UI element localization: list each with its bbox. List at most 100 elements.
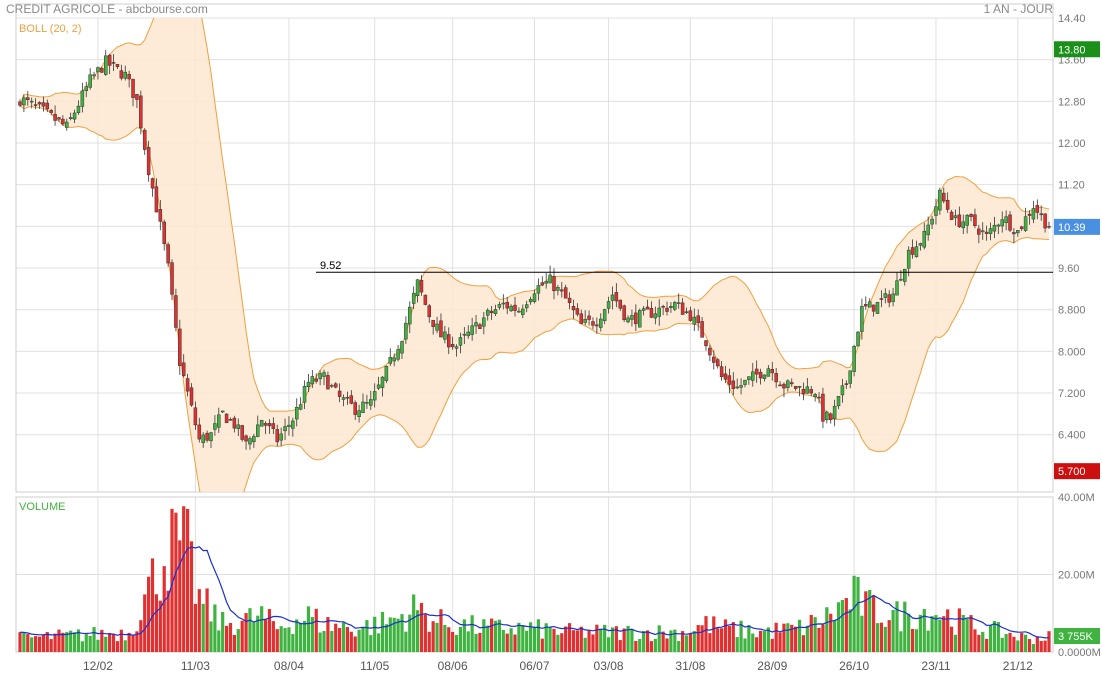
candle [388, 348, 393, 366]
resistance-label: 9.52 [320, 260, 341, 272]
candle-body [252, 436, 256, 443]
candle [509, 304, 513, 312]
candle-body [72, 112, 77, 120]
candle-body [439, 320, 443, 338]
candle [384, 365, 389, 384]
volume-bar [213, 604, 217, 652]
candle-body [271, 423, 276, 429]
volume-bar [536, 619, 540, 652]
candle [517, 307, 521, 313]
candle [575, 303, 580, 317]
candle [914, 240, 919, 258]
candle-body [676, 302, 681, 304]
candle-body [903, 268, 907, 282]
volume-bar [458, 626, 463, 652]
x-tick-label: 21/12 [1003, 659, 1033, 673]
volume-bar [599, 628, 603, 652]
volume-bar [123, 640, 127, 652]
volume-bar [852, 575, 856, 652]
volume-bar [1020, 632, 1024, 652]
candle [415, 279, 420, 303]
candle [259, 419, 264, 427]
candle-body [684, 311, 689, 314]
candle [544, 273, 548, 289]
candle-body [341, 397, 346, 400]
candle [1016, 229, 1020, 237]
candle-body [988, 228, 993, 234]
candle [879, 290, 884, 308]
volume-bar [731, 622, 735, 652]
candle-body [922, 230, 927, 248]
candle [76, 100, 81, 115]
candle-body [431, 320, 435, 327]
candle [793, 386, 798, 391]
candle [563, 284, 568, 299]
candle [610, 286, 615, 310]
bollinger-legend: BOLL (20, 2) [19, 23, 82, 35]
candle [665, 301, 669, 316]
candle [521, 304, 525, 319]
candle [326, 371, 330, 390]
volume-bar [614, 626, 618, 652]
candle [131, 78, 135, 107]
candle-body [548, 274, 552, 284]
candle-body [142, 129, 147, 150]
candle-body [88, 74, 92, 88]
candle-body [813, 394, 817, 398]
volume-bar [525, 630, 529, 652]
candle-body [567, 297, 572, 303]
candle-body [1035, 205, 1040, 213]
candle-body [53, 113, 57, 121]
volume-bar [388, 617, 392, 652]
candle [263, 421, 268, 435]
volume-bar [415, 610, 420, 652]
candle-body [645, 306, 650, 310]
candle [392, 353, 396, 367]
volume-bar [283, 628, 287, 652]
volume-bar [170, 508, 174, 652]
candle-body [719, 366, 724, 378]
volume-bar [412, 594, 416, 652]
candle-body [345, 396, 350, 399]
volume-bar [700, 625, 704, 652]
candle [127, 70, 131, 88]
candle-body [953, 215, 958, 219]
candle-body [513, 304, 517, 311]
candle [945, 192, 950, 213]
volume-bar [813, 617, 817, 652]
candle-body [1000, 219, 1004, 227]
volume-bar [454, 634, 459, 652]
candle-body [712, 356, 716, 363]
volume-bar [836, 602, 841, 652]
candle-body [680, 302, 685, 315]
candle [283, 418, 287, 441]
candle [170, 259, 174, 301]
candle [439, 313, 443, 338]
volume-bar [1024, 634, 1028, 652]
volume-bar [688, 633, 693, 652]
candle-body [166, 244, 170, 264]
candle [996, 223, 1001, 235]
candle-body [493, 309, 498, 314]
volume-bar [143, 594, 147, 652]
volume-bar [240, 620, 244, 652]
candle-body [478, 324, 482, 329]
candle-body [454, 346, 459, 349]
volume-bar [1016, 640, 1020, 652]
candle [271, 417, 276, 435]
candle-body [782, 383, 786, 389]
candle-body [462, 333, 467, 336]
volume-bar [439, 609, 443, 652]
candle [22, 94, 26, 113]
volume-bar [400, 614, 404, 652]
candle [832, 399, 837, 427]
volume-bar [661, 631, 665, 652]
volume-bar [474, 633, 478, 652]
candle [224, 413, 229, 424]
candle-body [330, 385, 334, 387]
candle [217, 407, 221, 433]
candle-body [337, 390, 342, 397]
candle-body [758, 371, 763, 379]
volume-bar [80, 641, 84, 652]
volume-bar [708, 633, 712, 652]
